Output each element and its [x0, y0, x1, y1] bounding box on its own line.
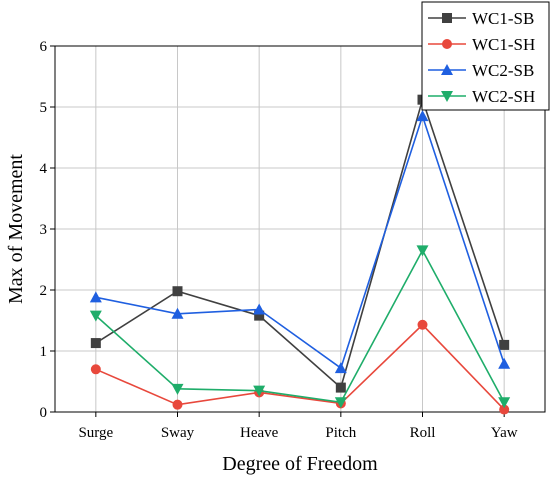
data-point-wc1-sh: [172, 399, 183, 410]
data-point-wc1-sh: [90, 364, 101, 375]
data-point-wc2-sb: [416, 110, 429, 122]
data-point-wc2-sb: [253, 303, 266, 315]
data-point-wc2-sh: [334, 397, 347, 409]
data-point-wc2-sb: [89, 291, 102, 303]
data-point-wc1-sb: [90, 338, 101, 349]
legend-label-wc2-sb: WC2-SB: [472, 61, 534, 80]
legend-marker-wc1-sb: [442, 13, 452, 23]
legend-marker-wc1-sh: [442, 39, 452, 49]
series-line-wc2-sh: [95, 248, 505, 404]
data-point-wc2-sh: [498, 397, 511, 409]
data-point-wc2-sb: [171, 307, 184, 319]
series-wc2-sh: [89, 245, 511, 409]
y-tick-label: 2: [40, 283, 48, 299]
x-tick-label: Surge: [78, 425, 113, 441]
legend-marker-wc2-sb: [441, 64, 453, 75]
series-wc1-sb: [90, 94, 510, 393]
data-point-wc2-sh: [171, 383, 184, 395]
data-point-wc1-sb: [499, 339, 510, 350]
y-tick-label: 5: [40, 100, 48, 116]
legend-label-wc2-sh: WC2-SH: [472, 87, 535, 106]
data-point-wc2-sh: [416, 245, 429, 257]
x-tick-label: Sway: [161, 425, 195, 441]
y-tick-label: 3: [40, 222, 48, 238]
x-tick-label: Roll: [410, 425, 436, 441]
series-wc2-sb: [89, 110, 511, 374]
data-point-wc1-sb: [254, 310, 265, 321]
data-point-wc2-sh: [89, 310, 102, 322]
x-axis-title: Degree of Freedom: [222, 453, 378, 475]
x-tick-label: Pitch: [325, 425, 356, 441]
x-tick-label: Yaw: [491, 425, 518, 441]
legend-marker-wc2-sh: [441, 91, 453, 102]
series-line-wc1-sh: [95, 323, 505, 411]
data-point-wc1-sb: [335, 382, 346, 393]
legend-label-wc1-sb: WC1-SB: [472, 9, 534, 28]
y-axis-title: Max of Movement: [5, 154, 27, 304]
data-point-wc2-sb: [498, 357, 511, 369]
data-point-wc1-sh: [417, 319, 428, 330]
data-point-wc1-sb: [172, 286, 183, 297]
legend-label-wc1-sh: WC1-SH: [472, 35, 535, 54]
data-point-wc2-sh: [253, 385, 266, 397]
data-point-wc2-sb: [334, 362, 347, 374]
y-tick-label: 0: [40, 405, 48, 421]
series-group: [89, 94, 511, 415]
series-line-wc1-sb: [95, 96, 505, 390]
y-tick-label: 4: [40, 161, 48, 177]
axes: 0 1 2 3 4 5 6 Surge Sway Heave Pitch Roll Yaw: [40, 39, 518, 441]
series-line-wc2-sb: [95, 113, 505, 370]
x-tick-label: Heave: [240, 425, 279, 441]
legend: WC1-SB WC1-SH WC2-SB WC2-SH: [421, 1, 550, 111]
y-tick-label: 1: [40, 344, 48, 360]
y-tick-label: 6: [40, 39, 48, 55]
data-point-wc1-sh: [499, 404, 510, 415]
